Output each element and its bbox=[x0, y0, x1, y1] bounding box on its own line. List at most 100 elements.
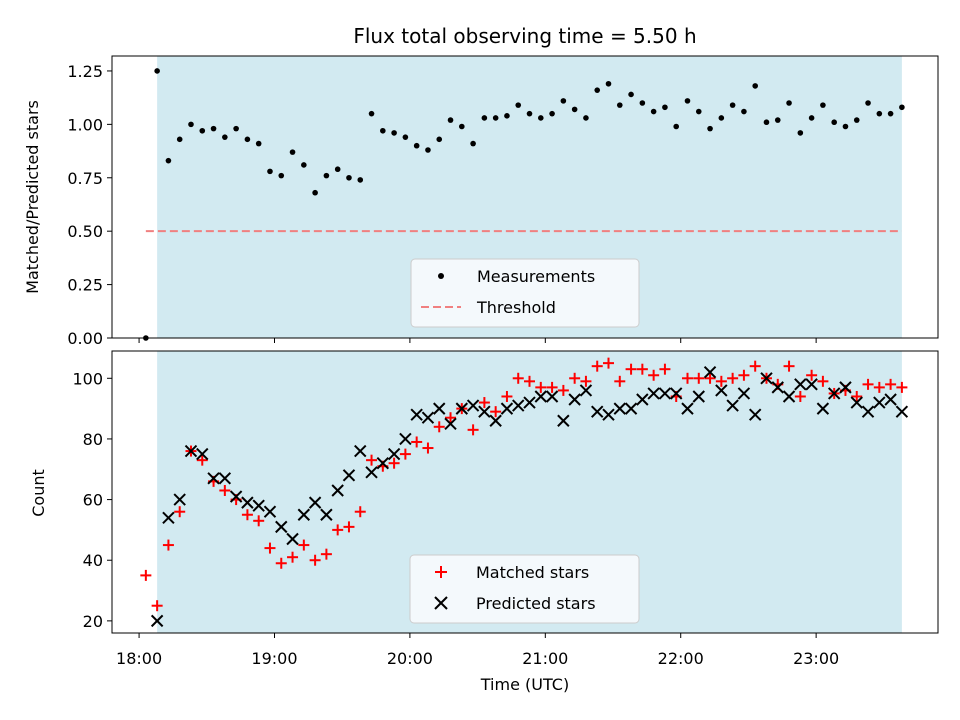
measurement-point bbox=[368, 110, 375, 117]
measurement-point bbox=[752, 83, 758, 89]
matched-star-marker bbox=[354, 506, 366, 518]
matched-star-marker bbox=[399, 448, 411, 460]
predicted-star-marker bbox=[376, 456, 390, 470]
matched-star-marker bbox=[501, 390, 513, 402]
measurement-point bbox=[560, 98, 567, 104]
matched-star-marker bbox=[896, 381, 908, 393]
matched-star-marker bbox=[648, 369, 660, 381]
predicted-star-marker bbox=[410, 408, 423, 421]
predicted-star-marker bbox=[613, 402, 626, 415]
measurement-point bbox=[233, 125, 239, 132]
predicted-star-marker bbox=[692, 390, 705, 403]
measurement-point bbox=[571, 106, 578, 113]
measurement-point bbox=[797, 130, 804, 136]
predicted-star-marker bbox=[794, 378, 807, 391]
matched-star-marker bbox=[806, 369, 818, 381]
measurement-point bbox=[594, 87, 601, 93]
legend-ratio-box bbox=[410, 258, 640, 328]
matched-star-marker bbox=[817, 375, 829, 387]
matched-star-marker bbox=[569, 372, 581, 384]
matched-star-marker bbox=[738, 369, 750, 381]
predicted-star-marker bbox=[433, 402, 446, 415]
predicted-star-marker bbox=[229, 490, 243, 503]
y-tick-label: 1.25 bbox=[67, 62, 103, 81]
predicted-star-marker bbox=[760, 372, 773, 385]
predicted-star-marker bbox=[489, 414, 502, 427]
predicted-star-marker bbox=[421, 411, 435, 424]
measurement-point bbox=[729, 102, 736, 108]
matched-star-marker bbox=[388, 457, 400, 469]
predicted-star-marker bbox=[207, 472, 220, 485]
x-ticks-count: 18:00 19:00 20:00 21:00 22:00 23:00 bbox=[116, 633, 839, 668]
predicted-star-marker bbox=[444, 417, 457, 430]
predicted-star-marker bbox=[703, 366, 717, 379]
predicted-star-marker bbox=[286, 532, 299, 546]
measurement-point bbox=[278, 172, 285, 179]
predicted-star-marker bbox=[342, 469, 356, 482]
y-tick-label: 60 bbox=[83, 491, 103, 510]
legend-matched-label: Matched stars bbox=[476, 563, 589, 582]
matched-star-marker bbox=[873, 381, 885, 393]
matched-star-marker bbox=[196, 454, 208, 466]
measurement-point bbox=[865, 100, 871, 106]
predicted-star-marker bbox=[478, 405, 491, 418]
measurement-point bbox=[763, 119, 770, 126]
predicted-star-marker bbox=[387, 447, 401, 461]
predicted-star-marker bbox=[308, 496, 322, 509]
measurement-point bbox=[154, 68, 160, 74]
y-tick-label: 1.00 bbox=[67, 115, 103, 134]
y-axis-label-ratio: Matched/Predicted stars bbox=[23, 100, 42, 294]
predicted-star-marker bbox=[297, 508, 311, 521]
matched-star-marker bbox=[411, 436, 423, 448]
matched-star-marker bbox=[162, 539, 174, 551]
measurement-point bbox=[707, 125, 713, 132]
measurement-point bbox=[267, 168, 273, 175]
predicted-star-marker bbox=[500, 402, 514, 415]
y-tick-label: 40 bbox=[83, 551, 103, 570]
predicted-star-marker bbox=[275, 520, 288, 534]
predicted-star-marker bbox=[805, 378, 818, 391]
y-tick-label: 0.75 bbox=[67, 169, 103, 188]
predicted-star-marker bbox=[455, 402, 469, 415]
legend-measurements-label: Measurements bbox=[477, 267, 595, 286]
matched-star-marker bbox=[174, 506, 186, 518]
predicted-star-marker bbox=[466, 399, 480, 412]
predicted-star-marker bbox=[591, 405, 604, 418]
predicted-star-marker bbox=[737, 387, 751, 400]
measurement-point bbox=[481, 115, 488, 121]
matched-star-marker bbox=[681, 372, 693, 384]
y-tick-label: 0.00 bbox=[67, 329, 103, 348]
matched-star-marker bbox=[546, 381, 558, 393]
matched-star-marker bbox=[693, 372, 705, 384]
measurement-point bbox=[831, 119, 837, 126]
predicted-star-marker bbox=[715, 384, 728, 397]
predicted-star-marker bbox=[827, 387, 841, 400]
legend-predicted-marker bbox=[434, 596, 448, 610]
matched-star-marker bbox=[298, 539, 310, 551]
measurement-point bbox=[820, 102, 826, 108]
predicted-star-marker bbox=[534, 390, 548, 403]
x-tick-label: 23:00 bbox=[793, 649, 839, 668]
predicted-star-marker bbox=[816, 402, 830, 415]
chart-title: Flux total observing time = 5.50 h bbox=[353, 24, 696, 48]
measurement-point bbox=[188, 121, 194, 128]
matched-star-marker bbox=[557, 384, 569, 396]
predicted-star-marker bbox=[895, 405, 909, 418]
measurement-point bbox=[447, 117, 454, 123]
y-ticks-ratio: 0.00 0.25 0.50 0.75 1.00 1.25 bbox=[67, 62, 112, 348]
measurement-point bbox=[312, 189, 318, 196]
measurement-point bbox=[537, 115, 544, 121]
predicted-star-marker bbox=[173, 493, 186, 506]
matched-star-marker bbox=[749, 360, 761, 372]
matched-star-marker bbox=[794, 390, 806, 402]
x-axis-label: Time (UTC) bbox=[480, 675, 569, 694]
measurement-point bbox=[380, 127, 386, 134]
matched-star-marker bbox=[332, 524, 344, 536]
matched-star-marker bbox=[490, 406, 502, 418]
measurement-point bbox=[492, 115, 499, 121]
matched-star-marker bbox=[422, 442, 434, 454]
x-tick-label: 19:00 bbox=[251, 649, 297, 668]
measurement-point bbox=[899, 104, 905, 111]
predicted-star-marker bbox=[602, 408, 615, 421]
